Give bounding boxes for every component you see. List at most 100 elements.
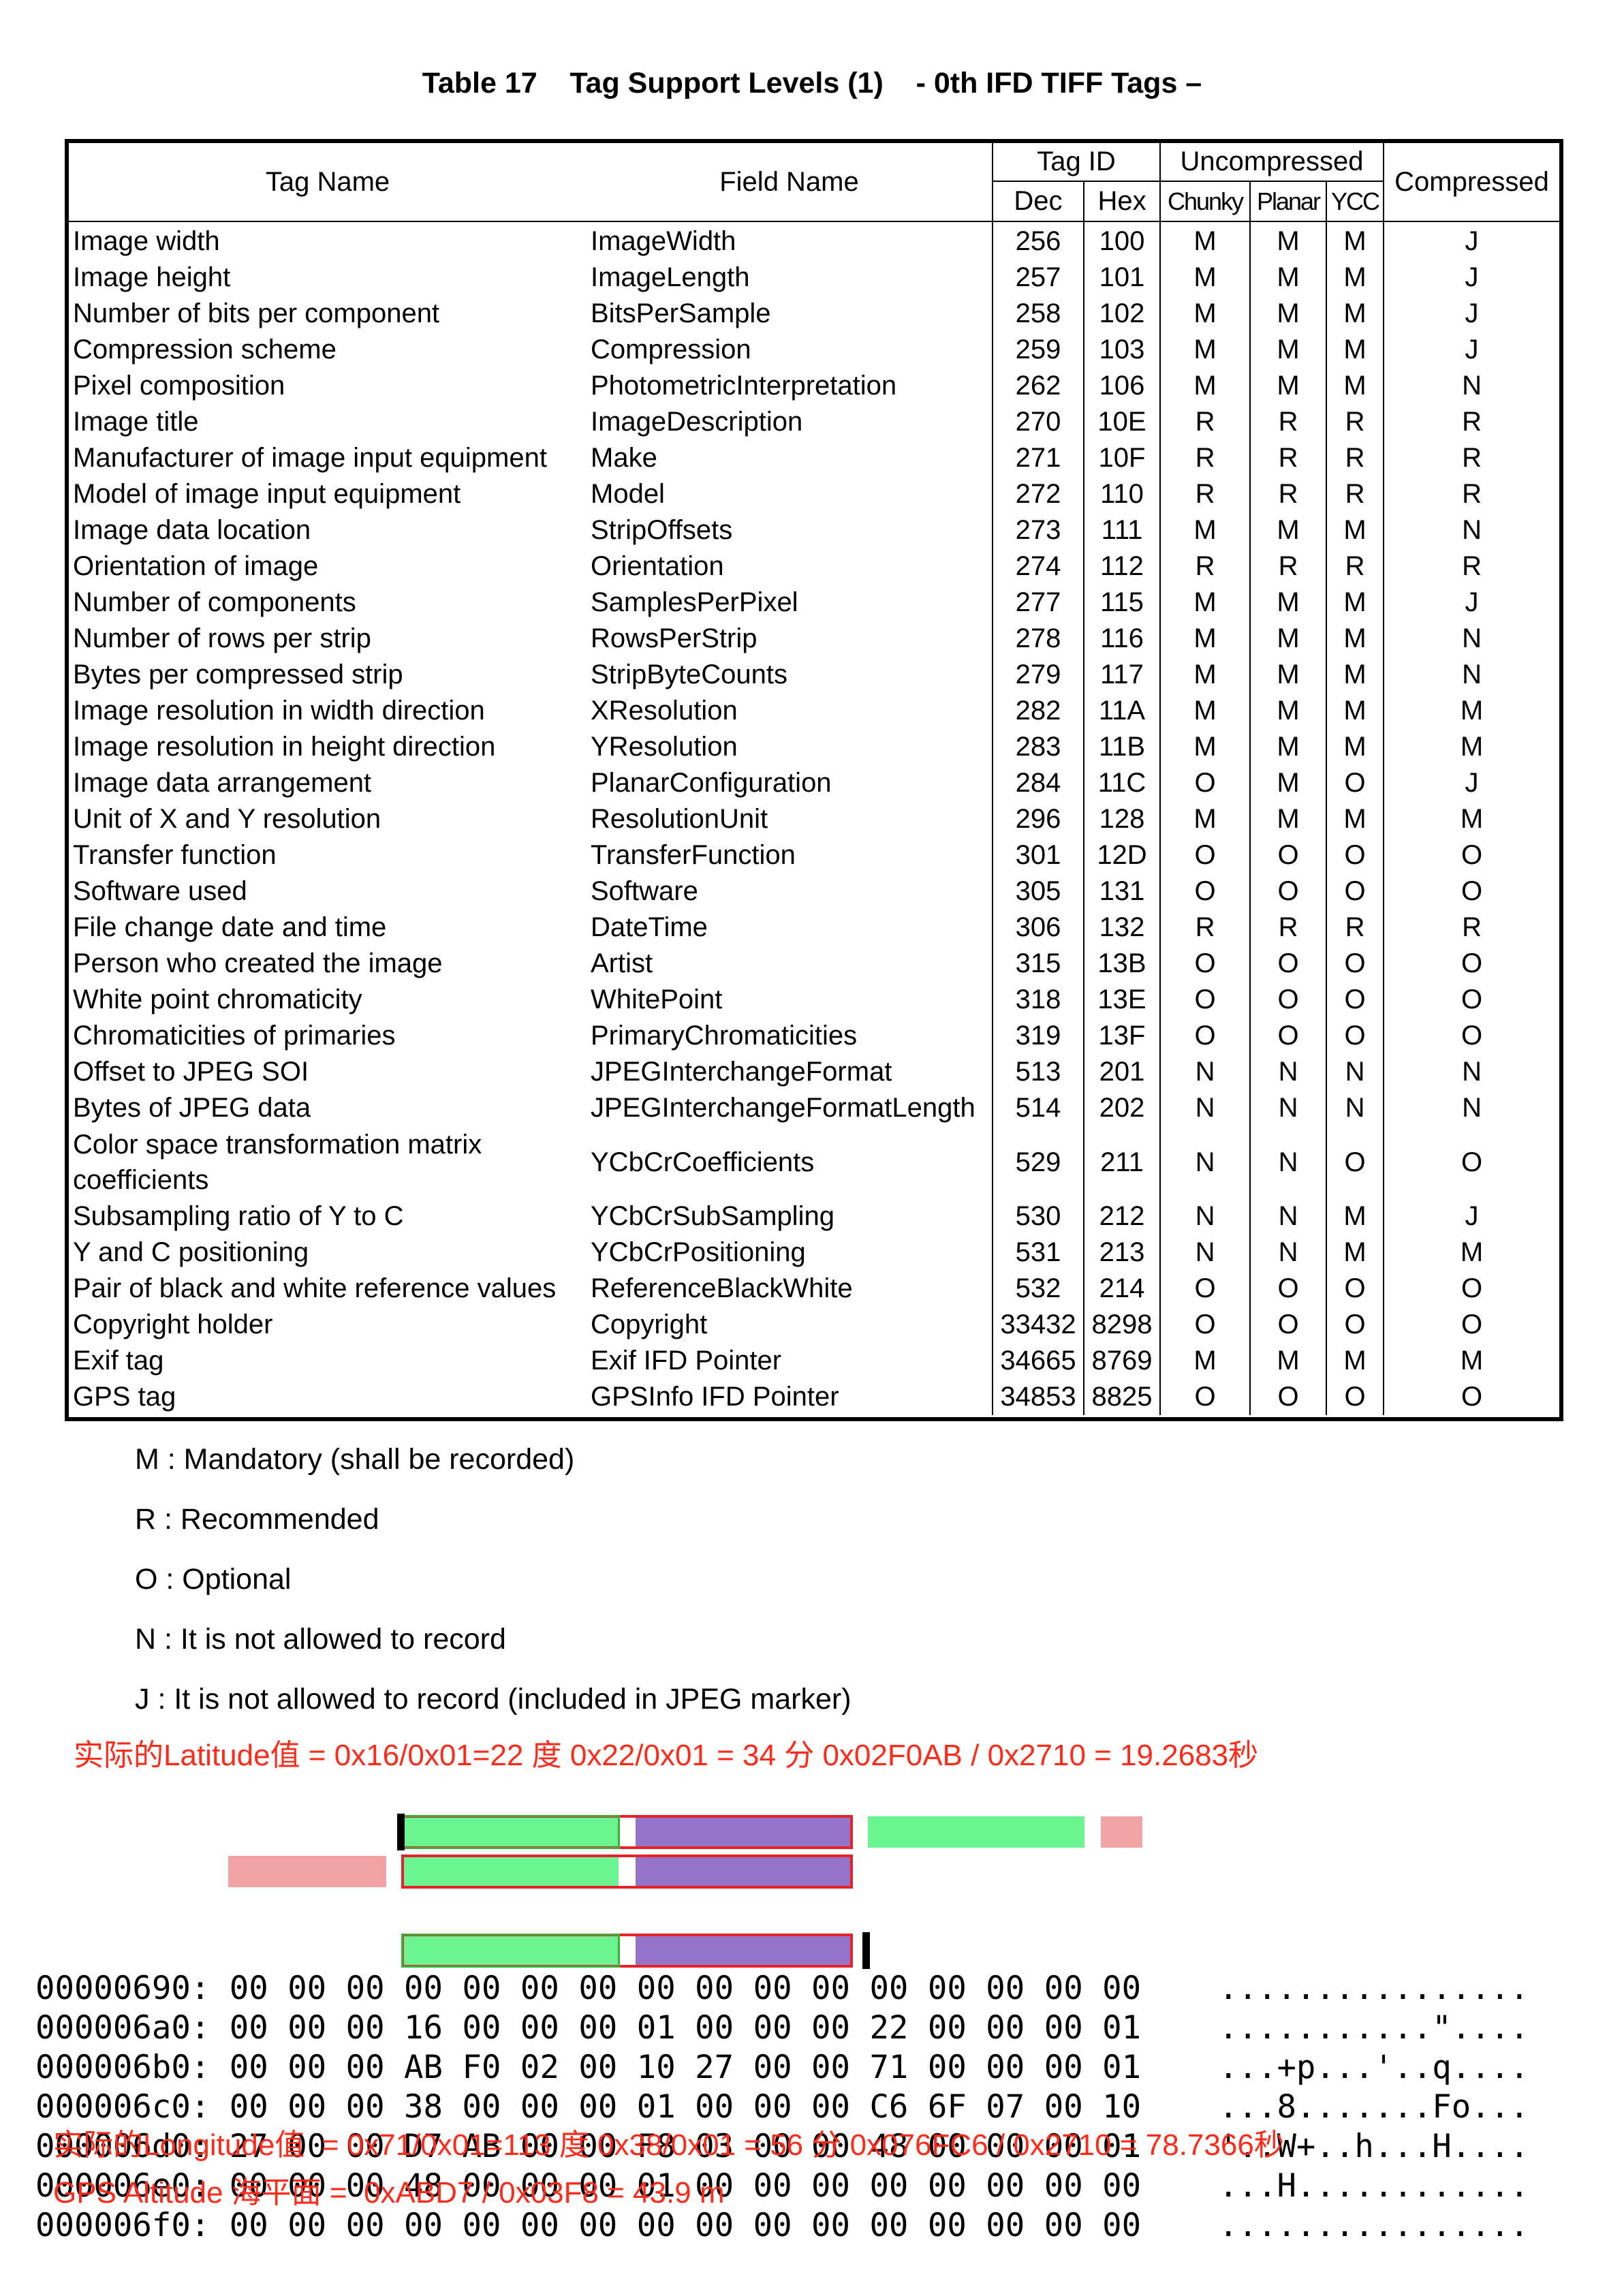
cell-dec: 513 [993, 1054, 1084, 1090]
table-row: Color space transformation matrix coeffi… [69, 1126, 1559, 1198]
cell-planar: M [1250, 657, 1328, 693]
cell-planar: M [1250, 621, 1328, 657]
cell-planar: N [1250, 1126, 1328, 1198]
cell-chunky: R [1160, 910, 1251, 946]
cell-compressed: R [1462, 912, 1482, 942]
cell-name: File change date and time [73, 912, 387, 942]
cell-dec: 262 [993, 368, 1084, 404]
cell-hex: 112 [1084, 548, 1161, 585]
cell-hex: 213 [1084, 1235, 1161, 1271]
cell-dec: 271 [993, 440, 1084, 476]
cell-hex: 100 [1084, 221, 1161, 260]
table-row: Pixel composition PhotometricInterpretati… [69, 368, 1559, 404]
cell-hex: 111 [1084, 512, 1161, 548]
cell-dec: 279 [993, 657, 1084, 693]
altitude-denominator-highlight [635, 1935, 852, 1966]
table-row: Image title ImageDescription 270 10E R R R R [69, 404, 1559, 440]
table-row: Y and C positioning YCbCrPositioning 531 21… [69, 1235, 1559, 1271]
hex-bytes: 27 00 00 D7 AB 00 00 F8 03 00 00 48 00 0… [229, 2128, 1142, 2165]
table-row: Unit of X and Y resolution ResolutionUnit… [69, 801, 1559, 837]
cell-chunky: O [1160, 1271, 1251, 1307]
hex-line: 000006f0: 00 00 00 00 00 00 00 00 00 00 … [35, 2206, 1529, 2246]
cell-name: Offset to JPEG SOI [73, 1057, 309, 1087]
table-row: Compression scheme Compression 259 103 M M M J [69, 332, 1559, 368]
cell-chunky: R [1160, 440, 1251, 476]
cell-chunky: R [1160, 476, 1251, 512]
cell-chunky: M [1160, 657, 1251, 693]
header-tag-id: Tag ID [993, 143, 1161, 182]
cell-field: WhitePoint [587, 982, 993, 1018]
cell-hex: 211 [1084, 1126, 1161, 1198]
cell-hex: 11B [1084, 729, 1161, 765]
cell-compressed: M [1460, 696, 1484, 726]
hex-line: 000006d0: 27 00 00 D7 AB 00 00 F8 03 00 … [35, 2127, 1529, 2167]
cell-chunky: O [1160, 1307, 1251, 1343]
table-row: Image height ImageLength 257 101 M M M J [69, 260, 1559, 296]
latitude-note: 实际的Latitude值 = 0x16/0x01=22 度 0x22/0x01 … [74, 1739, 1259, 1772]
cell-chunky: M [1160, 260, 1251, 296]
cell-dec: 315 [993, 946, 1084, 982]
cell-dec: 283 [993, 729, 1084, 765]
cell-dec: 277 [993, 585, 1084, 621]
cell-compressed: J [1465, 298, 1479, 328]
cell-field: JPEGInterchangeFormatLength [587, 1090, 993, 1126]
header-tag-name: Tag Name [69, 143, 587, 222]
cell-dec: 272 [993, 476, 1084, 512]
cell-hex: 13F [1084, 1018, 1161, 1054]
header-field-name: Field Name [587, 143, 993, 222]
cell-hex: 202 [1084, 1090, 1161, 1126]
table-row: GPS tag GPSInfo IFD Pointer 34853 8825 O O O O [69, 1379, 1559, 1415]
cell-compressed: N [1462, 660, 1482, 689]
tag-support-table: Tag Name Field Name Tag ID Uncompressed … [69, 143, 1560, 1415]
cell-field: PrimaryChromaticities [587, 1018, 993, 1054]
cell-ycc: R [1326, 440, 1385, 476]
cell-planar: R [1250, 548, 1328, 585]
cell-compressed: O [1461, 840, 1483, 870]
cell-planar: N [1250, 1235, 1328, 1271]
cell-compressed: O [1461, 876, 1483, 906]
header-ycc: YCC [1326, 181, 1385, 222]
cell-hex: 103 [1084, 332, 1161, 368]
cell-compressed: M [1460, 732, 1484, 762]
legend-optional: O : Optional [135, 1563, 292, 1596]
cell-ycc: M [1326, 1343, 1385, 1379]
cell-chunky: O [1160, 765, 1251, 801]
cell-name: Image resolution in width direction [73, 696, 485, 726]
cell-name: Image data arrangement [73, 768, 372, 798]
header-chunky: Chunky [1160, 181, 1251, 222]
cell-ycc: O [1326, 1126, 1385, 1198]
cell-dec: 531 [993, 1235, 1084, 1271]
cell-name: Manufacturer of image input equipment [73, 443, 547, 473]
cell-hex: 110 [1084, 476, 1161, 512]
cell-field: YCbCrSubSampling [587, 1198, 993, 1235]
cell-chunky: O [1160, 946, 1251, 982]
cell-dec: 306 [993, 910, 1084, 946]
hex-lines: 00000690: 00 00 00 00 00 00 00 00 00 00 … [35, 1969, 1529, 2246]
cell-field: ReferenceBlackWhite [587, 1271, 993, 1307]
cell-field: StripByteCounts [587, 657, 993, 693]
header-uncompressed: Uncompressed [1160, 143, 1385, 182]
cell-field: YCbCrPositioning [587, 1235, 993, 1271]
cell-ycc: M [1326, 621, 1385, 657]
legend-jpeg-marker: J : It is not allowed to record (include… [135, 1683, 852, 1716]
table-row: Software used Software 305 131 O O O O [69, 873, 1559, 910]
cell-planar: N [1250, 1198, 1328, 1235]
cell-hex: 128 [1084, 801, 1161, 837]
cell-dec: 514 [993, 1090, 1084, 1126]
hex-offset: 00000690: [35, 1970, 210, 2007]
cell-field: ImageLength [587, 260, 993, 296]
latitude-seconds-box [401, 1855, 853, 1889]
cell-ycc: O [1326, 1018, 1385, 1054]
cell-compressed: O [1461, 1382, 1483, 1412]
hex-ascii: ...8.......Fo... [1219, 2088, 1529, 2126]
cell-hex: 11A [1084, 693, 1161, 729]
cell-field: Model [587, 476, 993, 512]
cell-planar: M [1250, 729, 1328, 765]
cell-ycc: M [1326, 1198, 1385, 1235]
cell-dec: 301 [993, 837, 1084, 873]
cell-name: Model of image input equipment [73, 479, 461, 509]
cell-compressed: R [1462, 443, 1482, 473]
cell-field: RowsPerStrip [587, 621, 993, 657]
table-row: Bytes of JPEG data JPEGInterchangeFormatL… [69, 1090, 1559, 1126]
cell-name: Compression scheme [73, 335, 337, 364]
